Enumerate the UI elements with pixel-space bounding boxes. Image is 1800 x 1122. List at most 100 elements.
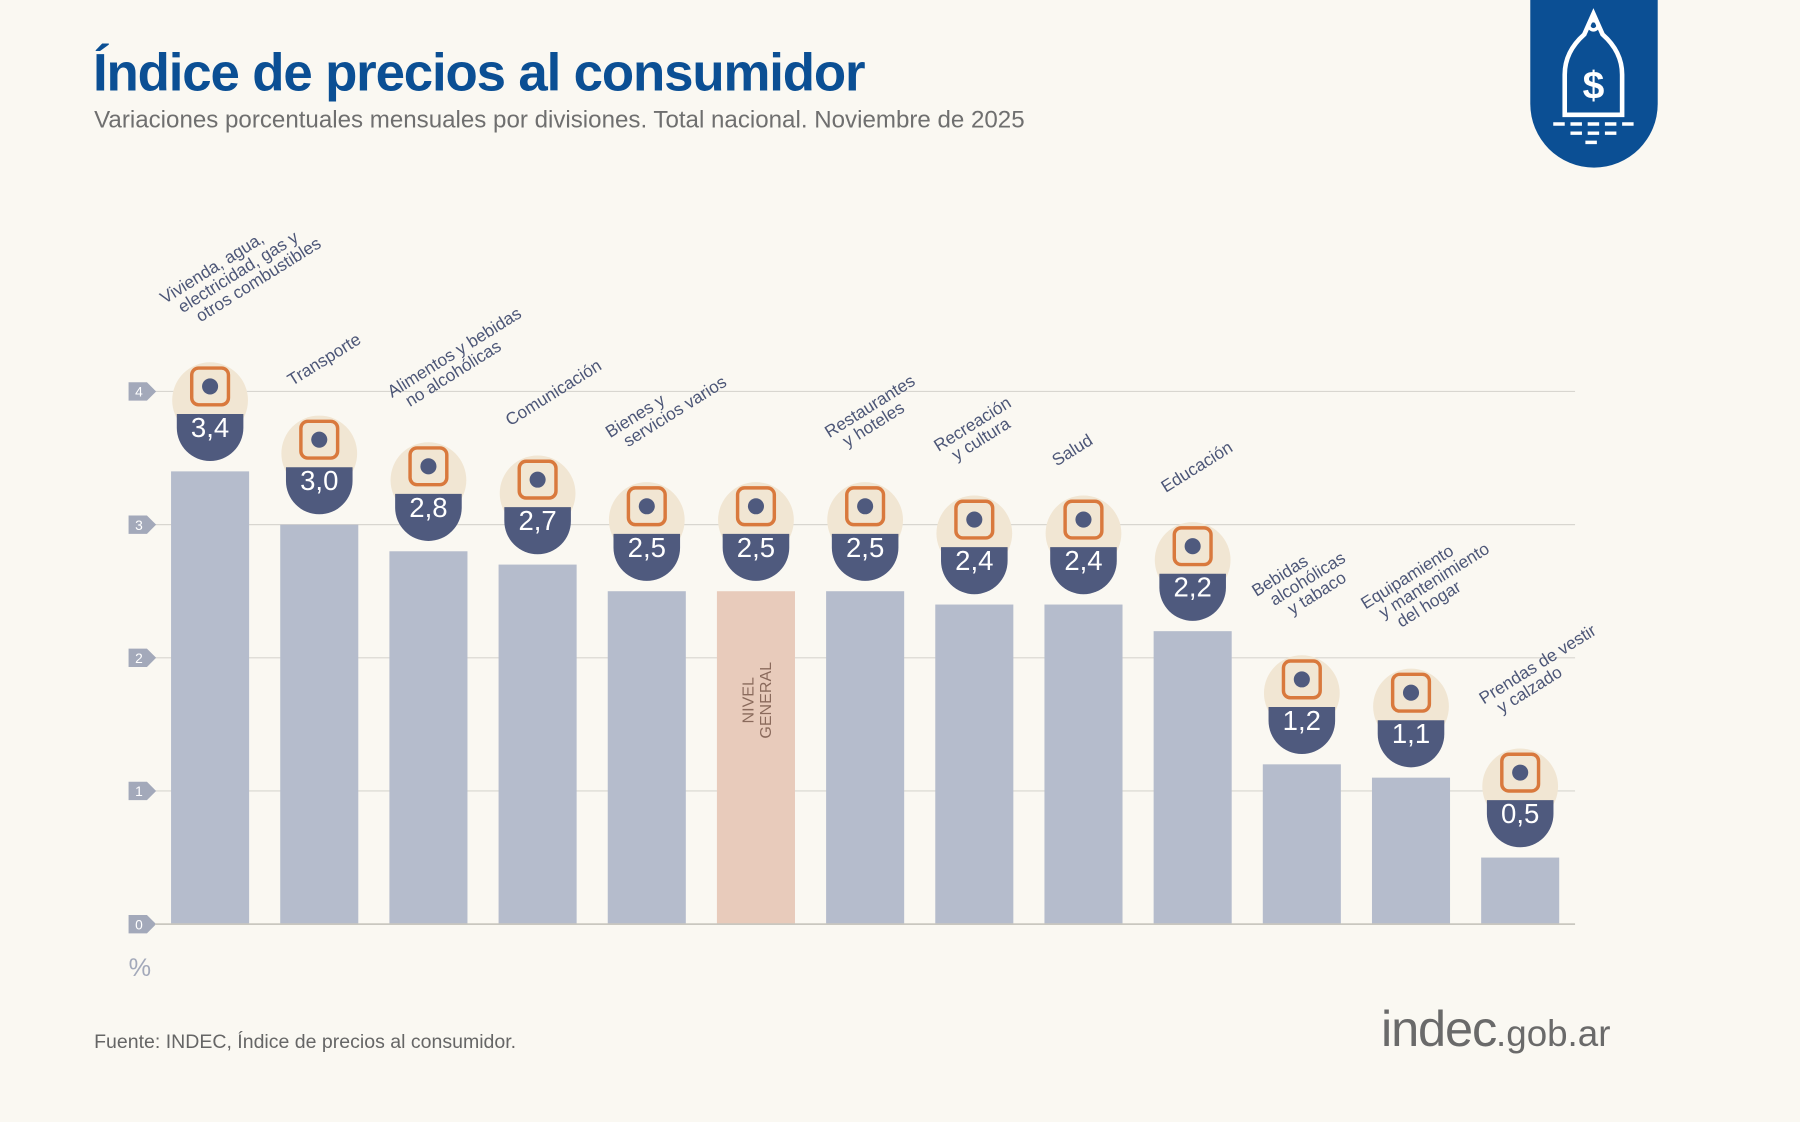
y-axis-unit: %: [128, 952, 152, 982]
bar-inline-label: NIVELGENERAL: [740, 662, 775, 739]
value-badge: [395, 493, 462, 541]
icon-shape: [517, 459, 558, 500]
icon-shape: [408, 446, 449, 487]
value-label: 0,5: [1501, 798, 1539, 829]
icon-detail: [638, 498, 655, 515]
value-badge: [504, 507, 571, 555]
icon-detail: [1075, 511, 1092, 528]
value-badge: [1268, 706, 1336, 755]
bar: [171, 471, 250, 925]
bar: [826, 591, 905, 925]
icon-detail: [966, 511, 983, 528]
price-tag-icon: $: [1530, 0, 1658, 168]
source-note: Fuente: INDEC, Índice de precios al cons…: [94, 1030, 517, 1053]
wine-icon: [1281, 659, 1322, 700]
comb-scissors-icon: [626, 486, 667, 527]
value-badge: [613, 533, 681, 581]
y-tick-label: 3: [135, 518, 143, 533]
value-badge: [941, 547, 1008, 595]
price-tag-glyph: $: [1553, 8, 1634, 145]
bar-inline-label-line: GENERAL: [757, 662, 775, 739]
page-title: Índice de precios al consumidor: [92, 42, 866, 103]
value-label: 2,7: [518, 505, 556, 536]
bar: [280, 524, 359, 925]
icon-shape: [299, 419, 340, 460]
icon-shape: [626, 486, 667, 527]
value-badge: [1377, 720, 1445, 768]
y-tick-label: 4: [135, 385, 143, 400]
bar: [1153, 631, 1232, 925]
icon-shape: [1390, 672, 1432, 713]
notebook-icon: [1172, 526, 1213, 567]
value-label: 2,2: [1174, 572, 1212, 603]
icon-shape: [1281, 659, 1322, 700]
icon-detail: [857, 498, 874, 515]
health-cross-icon: [1063, 499, 1104, 540]
value-label: 2,5: [628, 532, 666, 563]
bar: [1262, 764, 1341, 925]
value-label: 2,5: [737, 532, 775, 563]
bar: [716, 591, 795, 925]
icon-detail: [747, 498, 764, 515]
value-badge: [831, 533, 899, 581]
y-tick-badge: [128, 648, 157, 667]
umbrella-icon: [954, 499, 995, 540]
svg-text:$: $: [1583, 65, 1605, 108]
icon-shape: [1063, 499, 1104, 540]
icon-detail: [311, 431, 328, 448]
logo-suffix: .gob.ar: [1496, 1012, 1611, 1054]
value-badge: [1050, 547, 1117, 595]
value-label: 3,4: [191, 412, 229, 443]
value-label: 2,4: [955, 545, 993, 576]
bar-inline-label-line: NIVEL: [740, 677, 758, 723]
value-badge: [722, 533, 790, 581]
bar: [1371, 777, 1451, 925]
icon-detail: [1512, 764, 1529, 781]
icon-shape: [735, 486, 777, 527]
tshirt-icon: [1500, 752, 1541, 793]
value-label: 1,2: [1283, 705, 1321, 736]
value-label: 1,1: [1392, 718, 1430, 749]
icon-shape: [954, 499, 995, 540]
icon-detail: [1293, 671, 1310, 688]
icon-detail: [1184, 538, 1201, 555]
icon-detail: [420, 458, 437, 475]
bar: [498, 564, 577, 925]
value-badge: [1159, 573, 1226, 621]
bar: [1481, 857, 1560, 925]
bar: [389, 551, 468, 925]
bar: [935, 604, 1014, 925]
value-label: 3,0: [300, 465, 338, 496]
value-label: 2,5: [846, 532, 884, 563]
y-tick-label: 1: [135, 784, 143, 799]
y-tick-badge: [128, 781, 157, 801]
icon-shape: [1172, 526, 1213, 567]
bar: [607, 591, 686, 925]
shopping-bag-icon: [735, 486, 777, 527]
icon-detail: [529, 471, 546, 488]
y-tick-badge: [128, 382, 157, 401]
bus-card-icon: [299, 419, 340, 460]
icon-shape: [845, 486, 886, 527]
indec-logo[interactable]: indec.gob.ar: [1381, 1001, 1610, 1058]
phone-icon: [517, 459, 558, 500]
icon-shape: [189, 366, 231, 407]
y-tick-label: 2: [135, 651, 143, 666]
icon-detail: [1402, 684, 1420, 701]
value-label: 2,4: [1064, 545, 1102, 576]
value-badge: [176, 413, 244, 462]
y-tick-badge: [128, 914, 157, 934]
logo-main: indec: [1381, 1001, 1497, 1058]
value-badge: [1486, 800, 1554, 848]
value-label: 2,8: [409, 492, 447, 523]
y-tick-badge: [128, 515, 157, 534]
air-conditioner-icon: [1390, 672, 1432, 713]
value-badge: [285, 467, 353, 515]
bar: [1044, 604, 1123, 925]
y-tick-label: 0: [135, 917, 143, 932]
page-subtitle: Variaciones porcentuales mensuales por d…: [94, 106, 1025, 134]
food-icon: [408, 446, 449, 487]
plate-cutlery-icon: [845, 486, 886, 527]
